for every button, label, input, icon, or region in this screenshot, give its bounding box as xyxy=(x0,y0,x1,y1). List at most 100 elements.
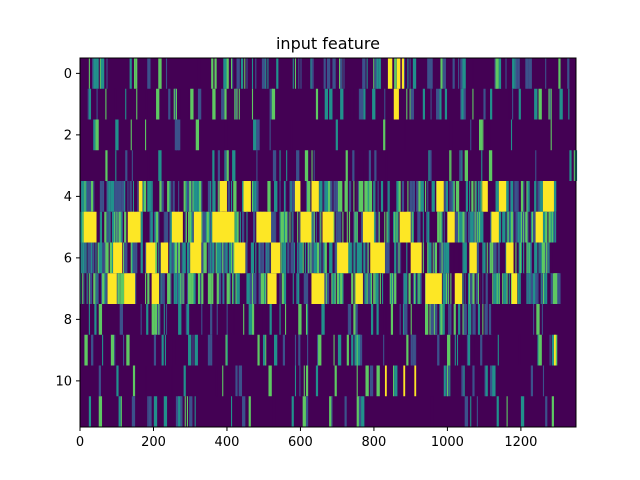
heatmap-cell xyxy=(518,88,521,120)
heatmap-cell xyxy=(380,273,383,304)
heatmap-bright-cell xyxy=(267,273,277,304)
heatmap-cell xyxy=(313,150,315,181)
heatmap-cell xyxy=(519,242,521,274)
heatmap-cell xyxy=(464,273,466,304)
heatmap-cell xyxy=(188,88,190,120)
heatmap-cell xyxy=(80,273,82,304)
heatmap-cell xyxy=(351,273,354,304)
heatmap-cell xyxy=(535,273,538,304)
heatmap-cell xyxy=(347,242,352,274)
heatmap-cell xyxy=(212,150,215,181)
heatmap-bright-cell xyxy=(447,211,455,243)
heatmap-cell xyxy=(472,58,474,89)
heatmap-cell xyxy=(154,304,158,335)
heatmap-bright-cell xyxy=(469,242,477,274)
heatmap-cell xyxy=(427,88,430,120)
heatmap-cell xyxy=(294,334,297,366)
heatmap-bright-cell xyxy=(127,211,141,243)
heatmap-cell xyxy=(515,58,518,89)
heatmap-cell xyxy=(124,211,127,243)
heatmap-cell xyxy=(470,273,474,304)
heatmap-cell xyxy=(163,211,165,243)
heatmap-cell xyxy=(178,396,182,427)
heatmap-cell xyxy=(191,211,193,243)
heatmap-cell xyxy=(488,119,491,151)
heatmap-cell xyxy=(216,273,220,304)
heatmap-cell xyxy=(185,181,189,212)
heatmap-cell xyxy=(530,273,534,304)
heatmap-cell xyxy=(122,334,125,366)
heatmap-cell xyxy=(195,119,200,151)
heatmap-cell xyxy=(183,181,186,212)
heatmap-row-6 xyxy=(80,242,553,274)
heatmap-cell xyxy=(82,211,85,243)
y-tick-label: 10 xyxy=(55,374,72,389)
heatmap-cell xyxy=(443,242,446,274)
heatmap-cell xyxy=(490,211,492,243)
heatmap-cell xyxy=(180,181,182,212)
heatmap-cell xyxy=(115,211,118,243)
heatmap-cell xyxy=(458,304,461,335)
heatmap-cell xyxy=(369,365,374,397)
heatmap-cell xyxy=(178,273,182,304)
heatmap-bright-cell xyxy=(355,273,363,304)
heatmap-cell xyxy=(341,273,343,304)
heatmap-bright-cell xyxy=(300,211,312,243)
heatmap-cell xyxy=(131,396,136,427)
heatmap-cell xyxy=(471,181,474,212)
heatmap-cell xyxy=(125,88,127,120)
heatmap-cell xyxy=(368,150,371,181)
heatmap-cell xyxy=(116,211,118,243)
heatmap-cell xyxy=(356,365,358,397)
heatmap-cell xyxy=(406,242,408,274)
heatmap-cell xyxy=(323,273,327,304)
heatmap-cell xyxy=(188,334,192,366)
y-tick-label: 8 xyxy=(64,313,72,328)
heatmap-cell xyxy=(279,211,281,243)
heatmap-cell xyxy=(324,181,326,212)
heatmap-cell xyxy=(189,181,192,212)
heatmap-cell xyxy=(250,181,254,212)
heatmap-cell xyxy=(81,242,83,274)
heatmap-cell xyxy=(130,181,132,212)
heatmap-cell xyxy=(499,273,503,304)
heatmap-bright-cell xyxy=(506,242,514,274)
heatmap-cell xyxy=(389,242,391,274)
heatmap-cell xyxy=(518,334,521,366)
heatmap-cell xyxy=(275,181,278,212)
heatmap-cell xyxy=(218,242,220,274)
heatmap-cell xyxy=(298,334,301,366)
heatmap-cell xyxy=(233,181,237,212)
heatmap-bright-cell xyxy=(362,211,374,243)
heatmap-cell xyxy=(261,58,266,89)
heatmap-cell xyxy=(555,334,558,366)
heatmap-cell xyxy=(351,334,354,366)
heatmap-cell xyxy=(337,334,342,366)
heatmap-cell xyxy=(310,58,313,89)
heatmap-cell xyxy=(94,304,97,335)
heatmap-cell xyxy=(499,242,502,274)
heatmap-cell xyxy=(374,150,377,181)
heatmap-cell xyxy=(298,58,300,89)
heatmap-cell xyxy=(539,181,541,212)
heatmap-cell xyxy=(528,273,530,304)
heatmap-cell xyxy=(251,58,254,89)
heatmap-cell xyxy=(232,150,236,181)
heatmap-cell xyxy=(434,211,438,243)
heatmap-cell xyxy=(342,273,344,304)
heatmap-cell xyxy=(445,181,449,212)
heatmap-cell xyxy=(180,242,182,274)
heatmap-cell xyxy=(484,304,488,335)
heatmap-cell xyxy=(300,365,302,397)
heatmap-cell xyxy=(443,334,445,366)
heatmap-cell xyxy=(207,273,212,304)
heatmap-bright-cell xyxy=(113,242,123,274)
heatmap-cell xyxy=(148,396,152,427)
heatmap-cell xyxy=(324,88,328,120)
heatmap-cell xyxy=(283,181,286,212)
heatmap-cell xyxy=(140,304,142,335)
heatmap-cell xyxy=(535,181,537,212)
heatmap-cell xyxy=(199,181,202,212)
heatmap-cell xyxy=(324,242,327,274)
heatmap-cell xyxy=(105,88,107,120)
